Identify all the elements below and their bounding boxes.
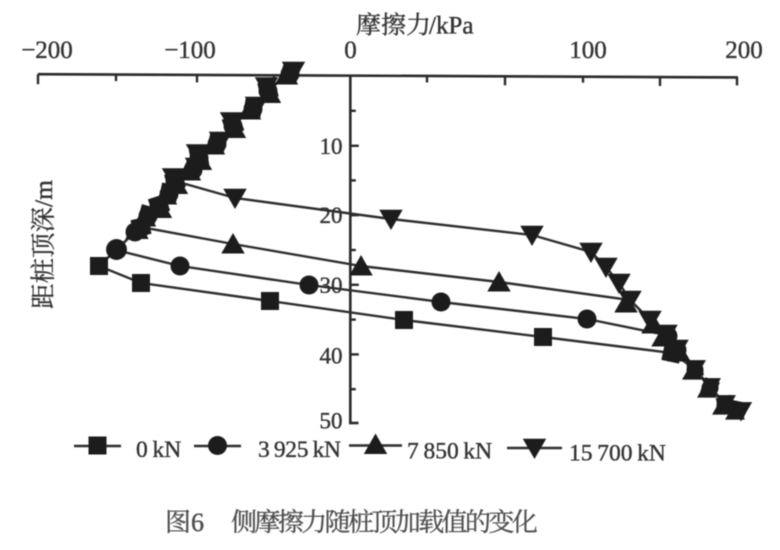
svg-text:200: 200 bbox=[725, 37, 763, 64]
svg-text:100: 100 bbox=[569, 37, 607, 64]
svg-text:/m: /m bbox=[29, 180, 58, 207]
svg-text:10: 10 bbox=[320, 134, 343, 159]
svg-text:20: 20 bbox=[320, 203, 343, 228]
svg-text:3 925 kN: 3 925 kN bbox=[258, 437, 341, 463]
svg-text:−200: −200 bbox=[21, 37, 73, 64]
svg-text:50: 50 bbox=[320, 409, 343, 434]
svg-text:15 700 kN: 15 700 kN bbox=[569, 441, 666, 467]
svg-text:6: 6 bbox=[191, 508, 204, 537]
svg-text:30: 30 bbox=[320, 273, 343, 298]
svg-text:40: 40 bbox=[320, 344, 343, 369]
svg-text:0: 0 bbox=[344, 37, 357, 64]
svg-text:0 kN: 0 kN bbox=[136, 437, 181, 463]
svg-text:/kPa: /kPa bbox=[429, 13, 473, 40]
svg-text:−100: −100 bbox=[164, 37, 216, 64]
svg-text:7 850 kN: 7 850 kN bbox=[407, 439, 492, 465]
